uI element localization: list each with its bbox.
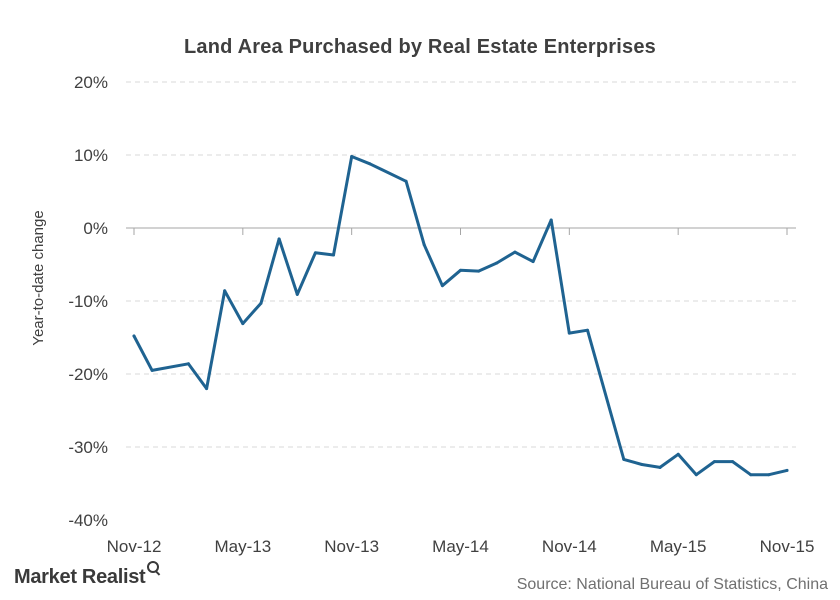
x-tick-label: May-13 bbox=[214, 537, 271, 556]
data-point bbox=[495, 261, 499, 265]
y-tick-label: 0% bbox=[83, 219, 108, 238]
y-tick-label: -10% bbox=[68, 292, 108, 311]
data-point bbox=[658, 465, 662, 469]
data-point bbox=[694, 473, 698, 477]
data-point bbox=[785, 468, 789, 472]
logo-text: Market Realist bbox=[14, 566, 146, 588]
source-note: Source: National Bureau of Statistics, C… bbox=[516, 576, 828, 593]
x-axis-ticks: Nov-12 May-13 Nov-13 May-14 Nov-14 May-15 Nov-… bbox=[107, 537, 815, 556]
data-point bbox=[567, 331, 571, 335]
data-point bbox=[295, 292, 299, 296]
data-point bbox=[477, 269, 481, 273]
series-group bbox=[132, 154, 789, 477]
x-tick-label: Nov-15 bbox=[760, 537, 815, 556]
data-point bbox=[186, 362, 190, 366]
data-point bbox=[731, 460, 735, 464]
data-point bbox=[459, 268, 462, 272]
series-line bbox=[132, 155, 789, 477]
data-point bbox=[205, 387, 209, 391]
chart-title: Land Area Purchased by Real Estate Enter… bbox=[184, 36, 656, 58]
data-point bbox=[350, 154, 354, 158]
data-point bbox=[223, 289, 227, 293]
x-tick-label: Nov-13 bbox=[324, 537, 379, 556]
data-point bbox=[585, 328, 589, 332]
x-axis bbox=[126, 227, 796, 235]
magnifier-icon bbox=[147, 561, 161, 576]
data-point bbox=[676, 452, 680, 456]
data-point bbox=[132, 334, 136, 338]
y-tick-label: -40% bbox=[68, 511, 108, 530]
data-point bbox=[332, 253, 336, 257]
y-axis-label: Year-to-date change bbox=[30, 210, 47, 345]
data-point bbox=[241, 322, 245, 326]
y-axis-ticks: 20% 10% 0% -10% -20% -30% -40% bbox=[68, 73, 108, 530]
data-point bbox=[749, 473, 753, 477]
data-point bbox=[640, 463, 644, 467]
x-tick-label: May-15 bbox=[650, 537, 707, 556]
data-point bbox=[531, 260, 535, 264]
data-point bbox=[150, 368, 154, 372]
data-point bbox=[313, 251, 317, 255]
data-point bbox=[259, 301, 263, 305]
data-point bbox=[712, 460, 716, 464]
y-tick-label: 10% bbox=[74, 146, 108, 165]
y-tick-label: 20% bbox=[74, 73, 108, 92]
data-point bbox=[404, 179, 408, 183]
gridlines bbox=[126, 81, 796, 448]
data-point bbox=[422, 243, 426, 247]
data-point bbox=[513, 250, 517, 254]
x-tick-label: Nov-14 bbox=[542, 537, 597, 556]
data-point bbox=[767, 473, 771, 477]
y-tick-label: -30% bbox=[68, 438, 108, 457]
x-tick-label: May-14 bbox=[432, 537, 489, 556]
data-point bbox=[549, 218, 553, 222]
data-point bbox=[622, 457, 626, 461]
data-point bbox=[440, 284, 444, 288]
data-point bbox=[368, 162, 372, 166]
data-point bbox=[277, 237, 281, 241]
y-tick-label: -20% bbox=[68, 365, 108, 384]
x-tick-label: Nov-12 bbox=[107, 537, 162, 556]
market-realist-logo: Market Realist bbox=[14, 561, 161, 589]
